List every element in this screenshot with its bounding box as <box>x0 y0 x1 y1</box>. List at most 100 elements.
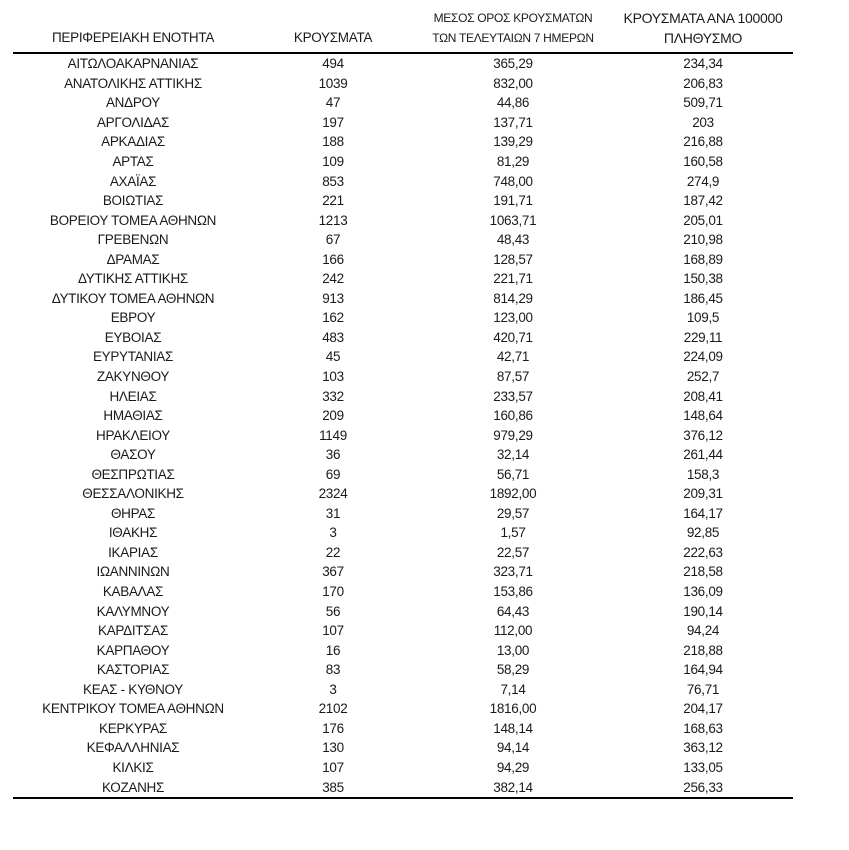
header-row: ΠΕΡΙΦΕΡΕΙΑΚΗ ΕΝΟΤΗΤΑ ΚΡΟΥΣΜΑΤΑ ΜΕΣΟΣ ΟΡΟ… <box>13 8 793 54</box>
cases-cell: 221 <box>322 193 344 209</box>
avg7-cell: 81,29 <box>496 154 530 169</box>
avg7-cell: 56,71 <box>496 466 530 482</box>
cases-cell: 166 <box>322 251 344 267</box>
cases-cell: 1213 <box>318 212 348 228</box>
region-name-cell: ΕΥΡΥΤΑΝΙΑΣ <box>92 349 174 365</box>
per100k-cell: 509,71 <box>683 95 723 111</box>
region-name-cell: ΑΝΑΤΟΛΙΚΗΣ ΑΤΤΙΚΗΣ <box>64 75 202 91</box>
cases-cell: 2324 <box>318 486 348 502</box>
table-row: ΖΑΚΥΝΘΟΥ 103 87,57 252,7 <box>13 367 793 387</box>
table-row: ΒΟΡΕΙΟΥ ΤΟΜΕΑ ΑΘΗΝΩΝ 1213 1063,71 205,01 <box>13 210 793 230</box>
avg7-cell: 94,29 <box>496 759 530 775</box>
per100k-cell: 76,71 <box>686 681 720 697</box>
region-name-cell: ΒΟΙΩΤΙΑΣ <box>102 193 164 209</box>
col-header-per100k: ΚΡΟΥΣΜΑΤΑ ΑΝΑ 100000 ΠΛΗΘΥΣΜΟ <box>613 8 793 54</box>
per100k-cell: 164,94 <box>683 662 723 678</box>
avg7-cell: 420,71 <box>493 329 533 345</box>
cases-cell: 242 <box>322 271 344 287</box>
cases-cell: 56 <box>325 603 341 619</box>
region-name-cell: ΙΩΑΝΝΙΝΩΝ <box>96 564 170 580</box>
table-row: ΘΑΣΟΥ 36 32,14 261,44 <box>13 445 793 465</box>
table-row: ΚΑΡΠΑΘΟΥ 16 13,00 218,88 <box>13 640 793 660</box>
col-header-region: ΠΕΡΙΦΕΡΕΙΑΚΗ ΕΝΟΤΗΤΑ <box>13 8 253 54</box>
table-row: ΔΡΑΜΑΣ 166 128,57 168,89 <box>13 249 793 269</box>
per100k-cell: 160,58 <box>683 154 723 169</box>
avg7-cell: 58,29 <box>496 662 530 678</box>
cases-cell: 69 <box>325 466 341 482</box>
region-name-cell: ΚΑΛΥΜΝΟΥ <box>96 603 170 619</box>
avg7-cell: 814,29 <box>493 290 533 306</box>
table-row: ΘΗΡΑΣ 31 29,57 164,17 <box>13 504 793 524</box>
avg7-cell: 139,29 <box>493 134 533 150</box>
table-row: ΚΟΖΑΝΗΣ 385 382,14 256,33 <box>13 777 793 799</box>
table-row: ΑΧΑΪΑΣ 853 748,00 274,9 <box>13 171 793 191</box>
per100k-cell: 148,64 <box>683 408 723 424</box>
per100k-cell: 363,12 <box>683 740 723 756</box>
cases-cell: 209 <box>322 408 344 424</box>
per100k-cell: 150,38 <box>683 271 723 287</box>
avg7-cell: 94,14 <box>496 740 530 756</box>
table-row: ΚΕΝΤΡΙΚΟΥ ΤΟΜΕΑ ΑΘΗΝΩΝ 2102 1816,00 204,17 <box>13 699 793 719</box>
avg7-cell: 382,14 <box>413 777 613 799</box>
table-row: ΙΘΑΚΗΣ 3 1,57 92,85 <box>13 523 793 543</box>
region-name-cell: ΚΑΡΠΑΘΟΥ <box>96 642 170 658</box>
per100k-cell: 256,33 <box>613 777 793 799</box>
table-row: ΑΝΔΡΟΥ 47 44,86 509,71 <box>13 93 793 113</box>
per100k-cell: 229,11 <box>683 329 723 345</box>
avg7-cell: 148,14 <box>493 720 533 736</box>
table-row: ΓΡΕΒΕΝΩΝ 67 48,43 210,98 <box>13 230 793 250</box>
avg7-cell: 191,71 <box>493 193 533 209</box>
table-row: ΙΚΑΡΙΑΣ 22 22,57 222,63 <box>13 543 793 563</box>
table-row: ΕΥΒΟΙΑΣ 483 420,71 229,11 <box>13 328 793 348</box>
region-name-cell: ΕΒΡΟΥ <box>110 310 156 326</box>
cases-cell: 107 <box>322 623 344 639</box>
region-name-cell: ΚΑΣΤΟΡΙΑΣ <box>96 662 170 678</box>
cases-cell: 83 <box>325 662 341 678</box>
col-header-cases: ΚΡΟΥΣΜΑΤΑ <box>253 8 413 54</box>
per100k-cell: 209,31 <box>683 486 723 502</box>
avg7-cell: 123,00 <box>493 310 533 326</box>
region-name-cell: ΚΕΑΣ - ΚΥΘΝΟΥ <box>82 681 184 697</box>
table-row: ΑΡΤΑΣ 109 81,29 160,58 <box>13 152 793 172</box>
table-row: ΚΑΣΤΟΡΙΑΣ 83 58,29 164,94 <box>13 660 793 680</box>
cases-cell: 332 <box>322 388 344 404</box>
avg7-cell: 160,86 <box>493 408 533 424</box>
cases-cell: 913 <box>322 290 344 306</box>
cases-cell: 47 <box>325 95 341 111</box>
region-name-cell: ΑΝΔΡΟΥ <box>105 95 161 111</box>
table-row: ΗΜΑΘΙΑΣ 209 160,86 148,64 <box>13 406 793 426</box>
region-name-cell: ΒΟΡΕΙΟΥ ΤΟΜΕΑ ΑΘΗΝΩΝ <box>49 212 217 228</box>
table-row: ΚΕΡΚΥΡΑΣ 176 148,14 168,63 <box>13 719 793 739</box>
per100k-cell: 109,5 <box>686 310 720 326</box>
per100k-cell: 204,17 <box>683 701 723 717</box>
region-name-cell: ΚΑΒΑΛΑΣ <box>102 584 164 600</box>
table-row: ΚΕΑΣ - ΚΥΘΝΟΥ 3 7,14 76,71 <box>13 680 793 700</box>
col-header-avg7-line2: ΤΩΝ ΤΕΛΕΥΤΑΙΩΝ 7 ΗΜΕΡΩΝ <box>432 31 594 45</box>
per100k-cell: 205,01 <box>683 212 723 228</box>
cases-cell: 3 <box>329 681 337 697</box>
col-header-avg7: ΜΕΣΟΣ ΟΡΟΣ ΚΡΟΥΣΜΑΤΩΝ ΤΩΝ ΤΕΛΕΥΤΑΙΩΝ 7 Η… <box>413 8 613 54</box>
table-header: ΠΕΡΙΦΕΡΕΙΑΚΗ ΕΝΟΤΗΤΑ ΚΡΟΥΣΜΑΤΑ ΜΕΣΟΣ ΟΡΟ… <box>13 8 793 54</box>
avg7-cell: 137,71 <box>493 114 533 130</box>
cases-cell: 483 <box>322 329 344 345</box>
avg7-cell: 1063,71 <box>489 212 537 228</box>
cases-cell: 385 <box>253 777 413 799</box>
region-name-cell: ΚΕΦΑΛΛΗΝΙΑΣ <box>86 740 180 756</box>
avg7-cell: 979,29 <box>493 427 533 443</box>
table-row: ΚΑΒΑΛΑΣ 170 153,86 136,09 <box>13 582 793 602</box>
table-row: ΚΕΦΑΛΛΗΝΙΑΣ 130 94,14 363,12 <box>13 738 793 758</box>
per100k-cell: 168,63 <box>683 720 723 736</box>
avg7-cell: 221,71 <box>493 271 533 287</box>
table-row: ΕΥΡΥΤΑΝΙΑΣ 45 42,71 224,09 <box>13 347 793 367</box>
avg7-cell: 112,00 <box>493 623 533 639</box>
cases-cell: 162 <box>322 310 344 326</box>
region-name-cell: ΔΡΑΜΑΣ <box>106 251 160 267</box>
table-row: ΗΛΕΙΑΣ 332 233,57 208,41 <box>13 386 793 406</box>
region-name-cell: ΚΟΖΑΝΗΣ <box>13 777 253 799</box>
region-name-cell: ΑΡΤΑΣ <box>112 154 154 169</box>
cases-cell: 45 <box>325 349 341 365</box>
cases-cell: 67 <box>325 232 341 248</box>
cases-cell: 1039 <box>318 75 348 91</box>
cases-cell: 170 <box>322 584 344 600</box>
per100k-cell: 190,14 <box>683 603 723 619</box>
